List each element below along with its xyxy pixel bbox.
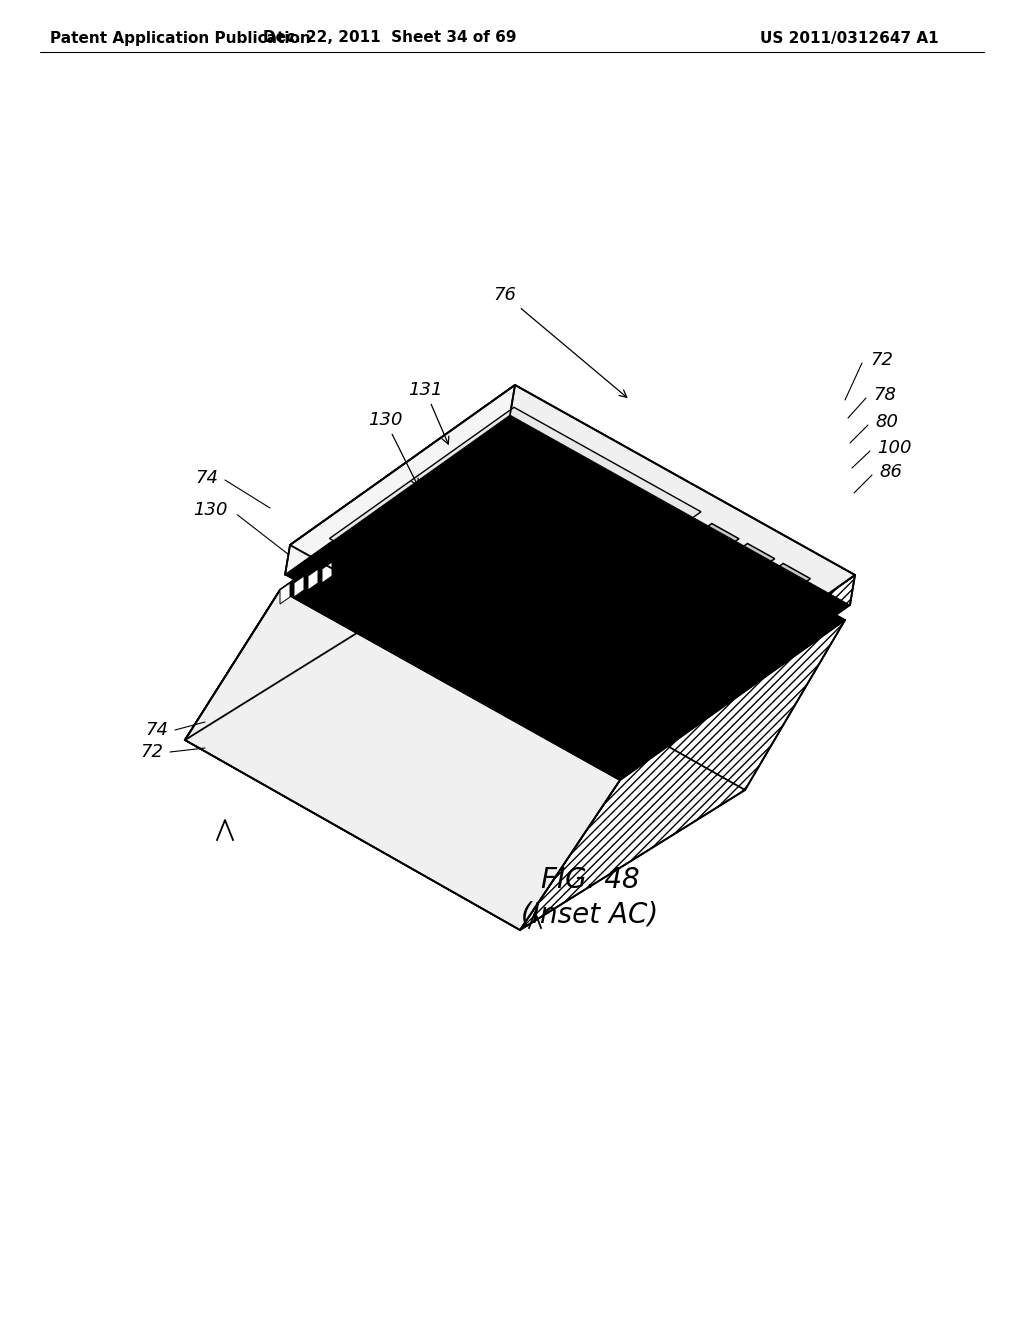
- Polygon shape: [280, 583, 290, 605]
- Polygon shape: [285, 385, 515, 576]
- Text: 131: 131: [408, 381, 449, 444]
- Text: 72: 72: [140, 743, 163, 762]
- Polygon shape: [603, 564, 810, 706]
- Text: 80: 80: [874, 413, 898, 432]
- Text: 78: 78: [873, 385, 896, 404]
- Polygon shape: [322, 562, 332, 583]
- Polygon shape: [185, 430, 505, 741]
- Text: US 2011/0312647 A1: US 2011/0312647 A1: [760, 30, 939, 45]
- Polygon shape: [294, 576, 304, 597]
- Text: Patent Application Publication: Patent Application Publication: [50, 30, 310, 45]
- Text: (Inset AC): (Inset AC): [521, 902, 658, 929]
- Polygon shape: [625, 576, 855, 766]
- Polygon shape: [351, 421, 680, 630]
- Polygon shape: [185, 590, 620, 931]
- Text: FIG. 48: FIG. 48: [541, 866, 639, 894]
- Polygon shape: [280, 430, 845, 780]
- Text: 130: 130: [194, 502, 228, 519]
- Text: 74: 74: [145, 721, 168, 739]
- Text: 100: 100: [877, 440, 911, 457]
- Polygon shape: [285, 414, 850, 766]
- Text: Dec. 22, 2011  Sheet 34 of 69: Dec. 22, 2011 Sheet 34 of 69: [263, 30, 517, 45]
- Polygon shape: [308, 569, 318, 590]
- Text: 72: 72: [870, 351, 893, 370]
- Text: 76: 76: [494, 286, 627, 397]
- Text: 74: 74: [195, 469, 218, 487]
- Text: 86: 86: [879, 463, 902, 480]
- Polygon shape: [531, 524, 739, 667]
- Polygon shape: [330, 408, 701, 643]
- Polygon shape: [290, 385, 855, 735]
- Polygon shape: [185, 430, 505, 741]
- Polygon shape: [185, 590, 620, 931]
- Polygon shape: [520, 620, 845, 931]
- Text: 130: 130: [368, 411, 418, 486]
- Polygon shape: [567, 544, 775, 686]
